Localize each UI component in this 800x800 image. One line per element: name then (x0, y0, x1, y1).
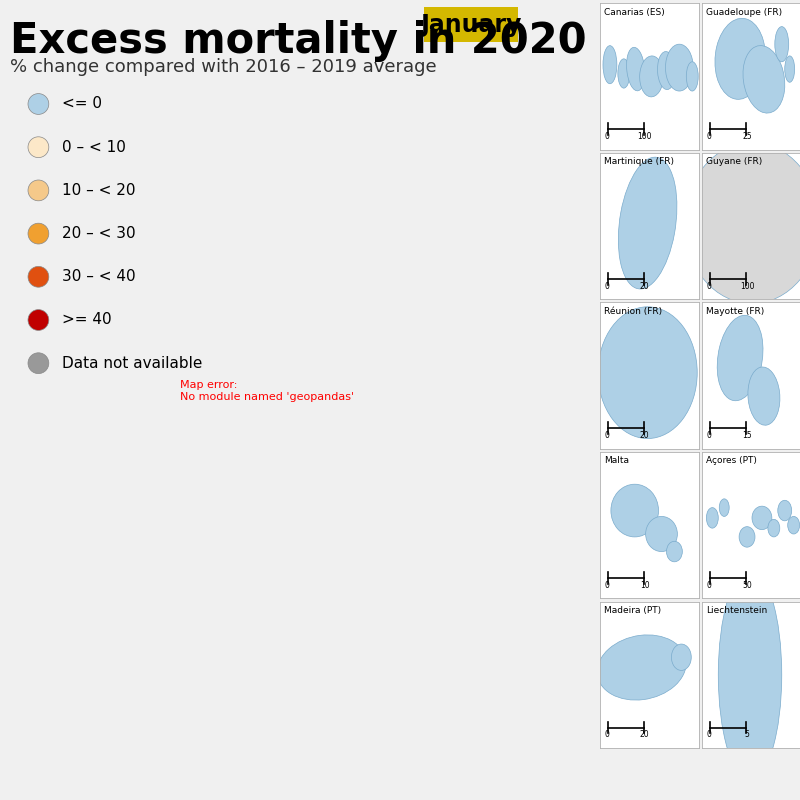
Text: 0: 0 (605, 282, 610, 290)
Ellipse shape (686, 62, 698, 91)
Text: <= 0: <= 0 (62, 97, 102, 111)
Ellipse shape (671, 644, 691, 670)
Ellipse shape (788, 517, 800, 534)
Text: 30 – < 40: 30 – < 40 (62, 270, 136, 284)
Text: Data not available: Data not available (62, 356, 202, 370)
Text: 0: 0 (605, 132, 610, 141)
Text: Açores (PT): Açores (PT) (706, 456, 758, 466)
Text: Madeira (PT): Madeira (PT) (604, 606, 661, 615)
Text: 0: 0 (707, 730, 712, 739)
Text: Guadeloupe (FR): Guadeloupe (FR) (706, 7, 782, 17)
Ellipse shape (748, 367, 780, 426)
Ellipse shape (618, 157, 677, 289)
Text: 0: 0 (707, 132, 712, 141)
Text: 0: 0 (605, 431, 610, 440)
Text: 25: 25 (742, 132, 752, 141)
Text: 0: 0 (605, 730, 610, 739)
Text: Excess mortality in 2020: Excess mortality in 2020 (10, 20, 586, 62)
Text: % change compared with 2016 – 2019 average: % change compared with 2016 – 2019 avera… (10, 58, 436, 75)
Text: Map error:
No module named 'geopandas': Map error: No module named 'geopandas' (179, 380, 354, 402)
Text: 20 – < 30: 20 – < 30 (62, 226, 136, 241)
Text: 100: 100 (638, 132, 652, 141)
Text: 0: 0 (707, 282, 712, 290)
Ellipse shape (785, 56, 794, 82)
Text: Liechtenstein: Liechtenstein (706, 606, 768, 615)
Text: January: January (421, 13, 522, 37)
Ellipse shape (598, 306, 698, 438)
Text: 10 – < 20: 10 – < 20 (62, 183, 136, 198)
Text: Réunion (FR): Réunion (FR) (604, 306, 662, 316)
Ellipse shape (685, 142, 800, 303)
Text: 0: 0 (605, 581, 610, 590)
Ellipse shape (718, 315, 763, 401)
Text: 20: 20 (640, 730, 650, 739)
Ellipse shape (775, 26, 789, 62)
Text: 50: 50 (742, 581, 752, 590)
Ellipse shape (743, 46, 785, 113)
Ellipse shape (597, 635, 686, 700)
Text: 20: 20 (640, 431, 650, 440)
Ellipse shape (640, 56, 663, 97)
Text: 10: 10 (640, 581, 650, 590)
Text: Malta: Malta (604, 456, 629, 466)
Text: Canarias (ES): Canarias (ES) (604, 7, 665, 17)
Ellipse shape (718, 570, 782, 780)
Ellipse shape (658, 51, 675, 90)
Ellipse shape (715, 18, 766, 99)
Ellipse shape (768, 519, 780, 537)
Text: Guyane (FR): Guyane (FR) (706, 157, 762, 166)
Ellipse shape (666, 44, 694, 91)
Text: Martinique (FR): Martinique (FR) (604, 157, 674, 166)
Text: 0 – < 10: 0 – < 10 (62, 140, 126, 154)
Ellipse shape (618, 59, 630, 88)
Ellipse shape (666, 542, 682, 562)
Ellipse shape (706, 508, 718, 528)
Ellipse shape (626, 47, 645, 91)
Text: 0: 0 (707, 581, 712, 590)
Ellipse shape (752, 506, 772, 530)
Text: >= 40: >= 40 (62, 313, 112, 327)
Text: 15: 15 (742, 431, 752, 440)
Ellipse shape (778, 500, 792, 521)
Text: 5: 5 (745, 730, 750, 739)
Ellipse shape (739, 526, 755, 547)
Text: 100: 100 (740, 282, 754, 290)
Ellipse shape (603, 46, 617, 84)
Text: 0: 0 (707, 431, 712, 440)
Ellipse shape (719, 499, 729, 517)
Ellipse shape (646, 517, 678, 551)
Text: Mayotte (FR): Mayotte (FR) (706, 306, 765, 316)
Text: 20: 20 (640, 282, 650, 290)
Ellipse shape (611, 484, 658, 537)
